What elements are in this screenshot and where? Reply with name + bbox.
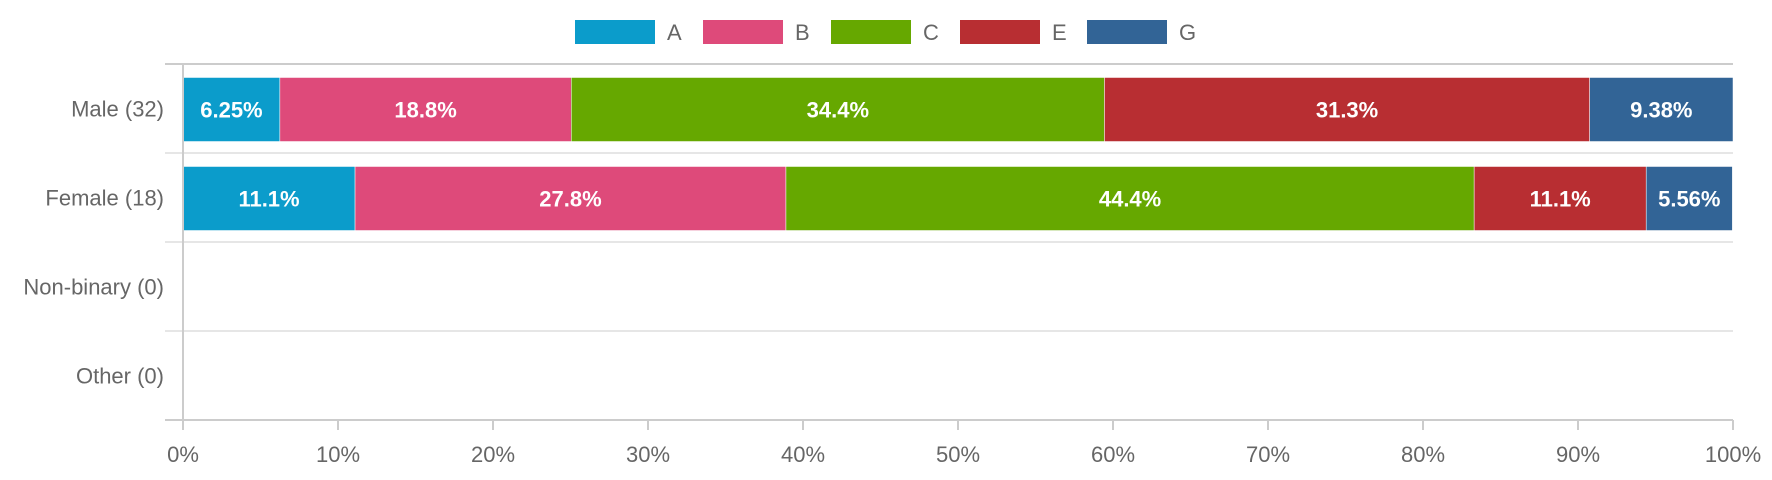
legend-swatch-c <box>831 20 911 44</box>
legend-swatch-e <box>960 20 1040 44</box>
data-label: 11.1% <box>238 187 299 212</box>
category-labels: Male (32) Female (18) Non-binary (0) Other … <box>23 97 164 389</box>
legend-label-c: C <box>923 20 939 45</box>
data-label: 27.8% <box>539 187 601 212</box>
legend-swatch-b <box>703 20 783 44</box>
bars: 6.25% 18.8% 34.4% 31.3% 9.38% 11.1% 27.8% 44.4%… <box>182 77 1734 231</box>
legend-swatch-g <box>1087 20 1167 44</box>
bar-segment-g <box>1589 77 1734 142</box>
legend-label-a: A <box>667 20 682 45</box>
x-tick-label: 50% <box>936 442 980 467</box>
bar-segment-a <box>182 77 281 142</box>
x-tick-label: 100% <box>1705 442 1761 467</box>
axes: 0% 10% 20% 30% 40% 50% 60% 70% 80% 90% 100% <box>165 64 1761 467</box>
data-label: 34.4% <box>807 98 869 123</box>
x-tick-label: 70% <box>1246 442 1290 467</box>
category-label: Male (32) <box>71 97 164 122</box>
legend-label-b: B <box>795 20 810 45</box>
x-tick-label: 80% <box>1401 442 1445 467</box>
bar-segment-a <box>182 166 356 231</box>
bar-segment-e <box>1104 77 1590 142</box>
bar-segment-b <box>354 166 787 231</box>
data-label: 11.1% <box>1530 187 1591 212</box>
category-label: Non-binary (0) <box>23 275 164 300</box>
x-tick-label: 0% <box>167 442 199 467</box>
x-tick-label: 20% <box>471 442 515 467</box>
data-label: 31.3% <box>1316 98 1378 123</box>
bar-segment-c <box>785 166 1475 231</box>
data-label: 44.4% <box>1099 187 1161 212</box>
x-tick-label: 60% <box>1091 442 1135 467</box>
category-separators <box>165 63 1733 332</box>
x-tick-label: 30% <box>626 442 670 467</box>
bar-segment-g <box>1645 166 1733 231</box>
x-tick-label: 90% <box>1556 442 1600 467</box>
category-label: Other (0) <box>76 364 164 389</box>
data-label: 9.38% <box>1630 98 1692 123</box>
legend-label-g: G <box>1179 20 1196 45</box>
category-label: Female (18) <box>45 186 164 211</box>
x-tick-label: 40% <box>781 442 825 467</box>
data-label: 18.8% <box>394 98 456 123</box>
bar-segment-e <box>1473 166 1647 231</box>
legend-label-e: E <box>1052 20 1067 45</box>
legend-swatch-a <box>575 20 655 44</box>
data-label: 5.56% <box>1658 187 1720 212</box>
bar-segment-b <box>279 77 572 142</box>
data-label: 6.25% <box>200 98 262 123</box>
bar-segment-c <box>571 77 1105 142</box>
x-tick-label: 10% <box>316 442 360 467</box>
